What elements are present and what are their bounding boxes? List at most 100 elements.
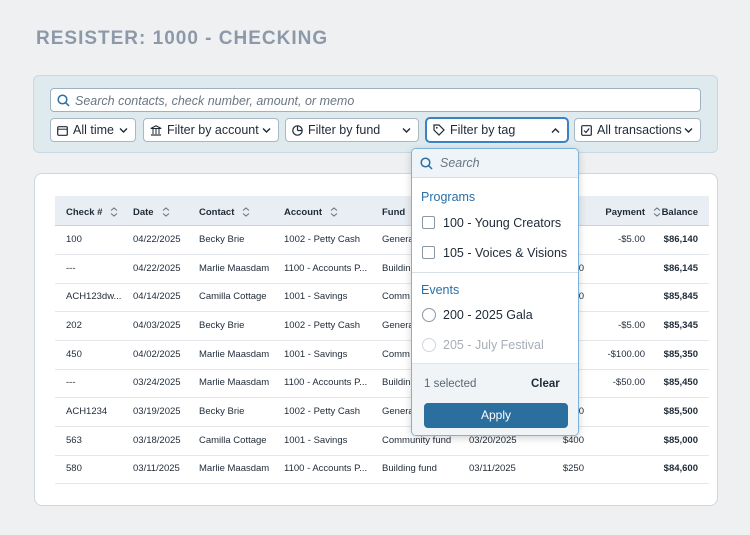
sort-icon[interactable] <box>110 207 118 217</box>
table-cell: 1002 - Petty Cash <box>284 405 361 417</box>
table-cell: Marlie Maasdam <box>199 377 270 389</box>
table-cell: 03/20/2025 <box>469 434 517 446</box>
filter-button[interactable]: All transactions <box>574 118 701 142</box>
table-cell: $250 <box>562 463 584 475</box>
filter-label: All time <box>73 123 114 137</box>
search-input[interactable]: Search contacts, check number, amount, o… <box>50 88 701 112</box>
filter-button[interactable]: Filter by account <box>143 118 279 142</box>
column-header[interactable]: Fund <box>382 207 406 218</box>
filter-label: Filter by tag <box>450 123 516 137</box>
table-cell: 04/14/2025 <box>133 291 181 303</box>
table-cell: --- <box>66 377 76 389</box>
icon <box>262 128 271 133</box>
clear-button[interactable]: Clear <box>531 378 560 390</box>
table-cell: Becky Brie <box>199 405 245 417</box>
filter-button[interactable]: Filter by tag <box>426 118 568 142</box>
table-cell: 1001 - Savings <box>284 291 348 303</box>
radio <box>422 338 436 352</box>
column-header[interactable]: Check # <box>66 207 118 218</box>
table-cell: --- <box>66 262 76 274</box>
row-divider <box>55 454 709 456</box>
sort-icon[interactable] <box>653 207 661 217</box>
table-cell: 100 <box>66 234 82 245</box>
row-divider <box>55 282 709 284</box>
table-cell: 1100 - Accounts P... <box>284 463 368 475</box>
group-label: Events <box>421 283 460 297</box>
option[interactable]: 105 - Voices & Visions <box>443 246 568 260</box>
table-cell: 03/11/2025 <box>133 463 180 475</box>
table-cell: 04/02/2025 <box>133 348 181 360</box>
icon <box>150 124 162 136</box>
table-cell: 580 <box>66 463 82 475</box>
row-divider <box>55 397 709 399</box>
icon <box>57 125 68 136</box>
filter-label: Filter by fund <box>308 123 381 137</box>
table-cell: 1001 - Savings <box>284 348 348 360</box>
table-cell: 450 <box>66 348 82 360</box>
column-header[interactable]: Date <box>133 207 169 218</box>
sort-icon[interactable] <box>330 207 338 217</box>
table-cell: ACH1234 <box>66 405 108 417</box>
checkbox[interactable] <box>422 246 435 259</box>
table-cell: 1100 - Accounts P... <box>284 262 368 274</box>
column-header[interactable]: Contact <box>199 207 250 218</box>
table-cell: $85,345 <box>663 319 698 331</box>
checkbox[interactable] <box>422 216 435 229</box>
apply-button[interactable]: Apply <box>424 403 568 428</box>
filter-button[interactable]: All time <box>50 118 136 142</box>
column-header[interactable]: Account <box>284 207 338 218</box>
table-cell: $85,000 <box>663 434 698 446</box>
option[interactable]: 100 - Young Creators <box>443 216 562 230</box>
table-cell: ACH123dw... <box>66 291 122 303</box>
table-cell: 0 <box>578 405 584 417</box>
table-cell: 0 <box>578 262 584 274</box>
radio[interactable] <box>422 308 436 322</box>
table-cell: $85,450 <box>663 377 698 389</box>
row-divider <box>55 311 709 313</box>
selected-count: 1 selected <box>424 378 477 390</box>
table-cell: -$100.00 <box>607 348 645 360</box>
option[interactable]: 200 - 2025 Gala <box>443 308 533 322</box>
table-cell: Comm <box>382 291 410 303</box>
table-cell: 03/19/2025 <box>133 405 181 417</box>
row-divider <box>55 254 709 255</box>
table-cell: 03/24/2025 <box>133 377 181 389</box>
group-label: Programs <box>421 190 476 204</box>
table-cell: $85,845 <box>663 291 698 303</box>
row-divider <box>55 368 709 370</box>
table-cell: -$50.00 <box>612 377 645 389</box>
table-cell: $400 <box>562 434 584 446</box>
table-cell: 563 <box>66 434 82 446</box>
table-cell: $86,145 <box>663 262 698 274</box>
table-cell: -$5.00 <box>618 234 645 245</box>
table-cell: Genera <box>382 234 412 245</box>
page-title: RESISTER: 1000 - CHECKING <box>36 28 329 49</box>
search-icon <box>57 94 70 107</box>
table-cell: 202 <box>66 319 82 331</box>
table-cell: Becky Brie <box>199 234 245 245</box>
icon <box>402 128 411 133</box>
column-header[interactable]: Payment <box>605 207 661 218</box>
table-cell: Building fund <box>382 463 437 475</box>
menu-search[interactable]: Search <box>412 149 578 178</box>
icon <box>581 124 592 136</box>
sort-icon[interactable] <box>242 207 250 217</box>
table-cell: Community fund <box>382 434 452 446</box>
table-cell: Marlie Maasdam <box>199 262 270 274</box>
table-cell: $85,500 <box>663 405 698 417</box>
icon <box>684 128 693 133</box>
table-cell: 1002 - Petty Cash <box>284 319 361 331</box>
option-disabled: 205 - July Festival <box>443 338 544 352</box>
icon <box>551 128 560 133</box>
table-cell: $86,140 <box>663 234 698 245</box>
divider <box>412 272 578 273</box>
icon <box>292 124 303 136</box>
search-placeholder: Search contacts, check number, amount, o… <box>75 94 355 108</box>
filter-label: All transactions <box>597 123 682 137</box>
table-cell: Genera <box>382 405 412 417</box>
table-cell: Camilla Cottage <box>199 434 267 446</box>
column-header[interactable]: Balance <box>661 207 698 218</box>
filter-button[interactable]: Filter by fund <box>285 118 419 142</box>
sort-icon[interactable] <box>162 207 170 217</box>
